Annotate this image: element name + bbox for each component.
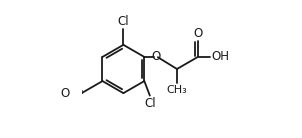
Text: O: O <box>151 50 161 63</box>
Text: O: O <box>60 87 69 100</box>
Text: OH: OH <box>211 50 229 63</box>
Text: Cl: Cl <box>144 97 156 110</box>
Text: Cl: Cl <box>117 15 129 28</box>
Text: O: O <box>193 27 203 40</box>
Text: CH₃: CH₃ <box>167 85 187 95</box>
